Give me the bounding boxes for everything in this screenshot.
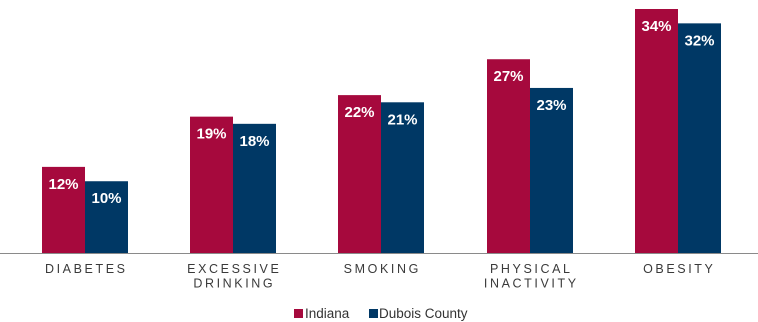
- data-label-dubois-county-2: 21%: [387, 111, 417, 128]
- data-label-indiana-3: 27%: [493, 68, 523, 85]
- legend: Indiana Dubois County: [294, 306, 468, 321]
- bar-dubois-county-2: [381, 102, 424, 253]
- data-label-dubois-county-0: 10%: [91, 190, 121, 207]
- bar-dubois-county-3: [530, 87, 573, 253]
- data-labels-group: 12% 10% 19% 18% 22% 21% 27% 23% 34% 32%: [48, 18, 714, 207]
- bar-indiana-4: [635, 9, 678, 253]
- category-label-1-0: EXCESSIVE: [187, 262, 281, 276]
- bar-indiana-2: [338, 95, 381, 253]
- category-label-4-0: OBESITY: [643, 262, 715, 276]
- data-label-dubois-county-3: 23%: [536, 97, 566, 114]
- bar-indiana-3: [487, 59, 530, 254]
- bar-dubois-county-1: [233, 123, 276, 253]
- category-label-0-0: DIABETES: [45, 262, 128, 276]
- bar-dubois-county-4: [678, 23, 721, 254]
- bars-group: [42, 9, 721, 254]
- bar-indiana-0: [42, 166, 85, 253]
- legend-label-dubois-county: Dubois County: [379, 306, 468, 321]
- data-label-dubois-county-4: 32%: [684, 32, 714, 49]
- data-label-dubois-county-1: 18%: [239, 133, 269, 150]
- data-label-indiana-2: 22%: [344, 104, 374, 121]
- category-label-1-1: DRINKING: [193, 277, 275, 291]
- data-label-indiana-0: 12%: [48, 176, 78, 193]
- data-label-indiana-4: 34%: [641, 18, 671, 35]
- bar-dubois-county-0: [85, 181, 128, 253]
- data-label-indiana-1: 19%: [196, 126, 226, 143]
- category-label-2-0: SMOKING: [344, 262, 421, 276]
- legend-swatch-indiana: [294, 309, 303, 318]
- bar-indiana-1: [190, 116, 233, 253]
- category-label-3-1: INACTIVITY: [484, 277, 579, 291]
- legend-label-indiana: Indiana: [305, 306, 350, 321]
- legend-swatch-dubois-county: [369, 309, 378, 318]
- category-label-3-0: PHYSICAL: [490, 262, 573, 276]
